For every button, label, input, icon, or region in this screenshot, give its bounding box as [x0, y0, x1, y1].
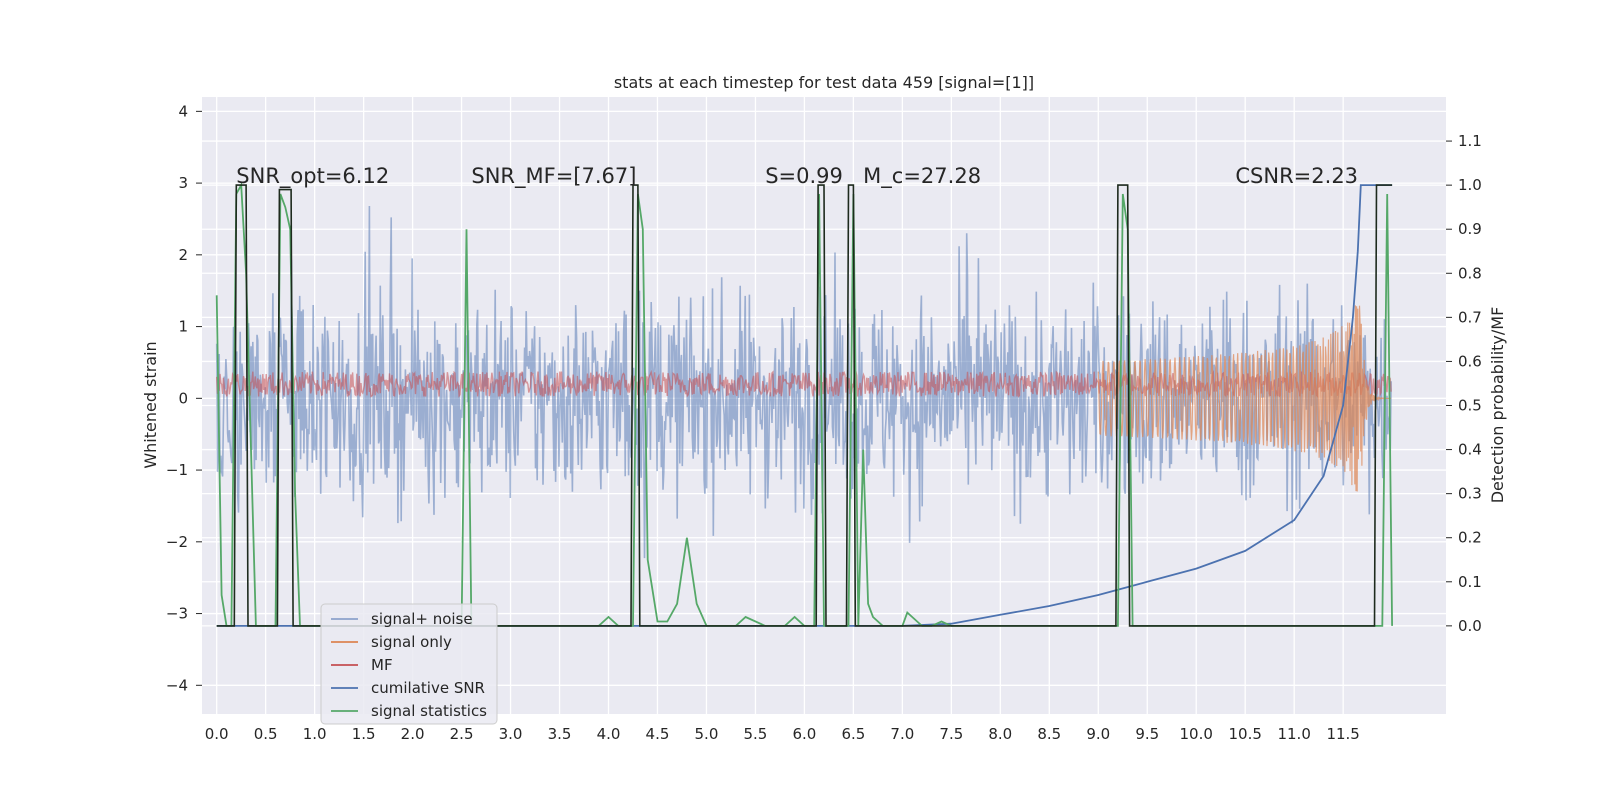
x-tick-label: 11.0 [1277, 725, 1310, 743]
x-tick-label: 10.0 [1180, 725, 1213, 743]
legend-label: signal only [371, 633, 452, 651]
x-tick-label: 2.5 [450, 725, 474, 743]
y-tick-label: 3 [178, 174, 188, 192]
series-detection [216, 184, 1393, 627]
legend-label: signal statistics [371, 702, 487, 720]
annotation: SNR_MF=[7.67] [471, 164, 636, 189]
series-signal-only [1097, 305, 1392, 492]
chart-title: stats at each timestep for test data 459… [614, 73, 1034, 92]
series-cumulative-snr [216, 184, 1393, 627]
x-tick-label: 11.5 [1326, 725, 1359, 743]
lines-layer [215, 181, 1393, 627]
y2-tick-label: 0.3 [1458, 485, 1482, 503]
y2-tick-label: 0.9 [1458, 220, 1482, 238]
annotation: M_c=27.28 [863, 164, 981, 189]
y2-tick-label: 0.8 [1458, 264, 1482, 282]
x-tick-label: 1.5 [352, 725, 376, 743]
x-tick-label: 0.5 [254, 725, 278, 743]
x-tick-label: 1.0 [303, 725, 327, 743]
x-tick-label: 6.0 [792, 725, 816, 743]
y2-tick-label: 0.2 [1458, 529, 1482, 547]
x-tick-label: 6.5 [841, 725, 865, 743]
y2-tick-label: 0.7 [1458, 308, 1482, 326]
x-tick-label: 3.5 [548, 725, 572, 743]
x-tick-label: 7.0 [890, 725, 914, 743]
y-tick-label: 2 [178, 246, 188, 264]
y2-tick-label: 0.4 [1458, 441, 1482, 459]
y-tick-label: −1 [166, 461, 188, 479]
y2-tick-label: 0.5 [1458, 397, 1482, 415]
x-tick-label: 4.5 [646, 725, 670, 743]
y2-tick-label: 0.1 [1458, 573, 1482, 591]
x-tick-label: 5.5 [744, 725, 768, 743]
annotation: S=0.99 [765, 164, 843, 188]
x-tick-label: 3.0 [499, 725, 523, 743]
ticks-layer: 0.0 0.5 1.0 1.5 2.0 2.5 3.0 3.5 4.0 4.5 5.0 5.5 6.0 6… [166, 102, 1482, 743]
noise-layer [215, 205, 1392, 559]
y-tick-label: 4 [178, 102, 188, 120]
y2-tick-label: 0.0 [1458, 617, 1482, 635]
y2-tick-label: 0.6 [1458, 352, 1482, 370]
x-tick-label: 8.0 [988, 725, 1012, 743]
x-tick-label: 9.5 [1135, 725, 1159, 743]
x-tick-label: 10.5 [1228, 725, 1261, 743]
x-tick-label: 4.0 [597, 725, 621, 743]
legend-box [320, 603, 498, 725]
y-tick-label: 1 [178, 318, 188, 336]
annotations: SNR_opt=6.12 SNR_MF=[7.67] S=0.99 M_c=27.28… [236, 164, 1358, 189]
y2-tick-label: 1.1 [1458, 132, 1482, 150]
y-axis-label: Whitened strain [141, 341, 160, 468]
series-mf [216, 369, 1392, 399]
x-tick-label: 8.5 [1037, 725, 1061, 743]
x-tick-label: 2.0 [401, 725, 425, 743]
annotation: CSNR=2.23 [1235, 164, 1358, 188]
annotation: SNR_opt=6.12 [236, 164, 389, 189]
legend-label: signal+ noise [371, 610, 473, 628]
y-tick-label: −2 [166, 533, 188, 551]
y-tick-label: 0 [178, 389, 188, 407]
legend-label: MF [371, 656, 393, 674]
y-tick-label: −3 [166, 605, 188, 623]
y-tick-label: −4 [166, 676, 188, 694]
x-tick-label: 0.0 [205, 725, 229, 743]
y2-tick-label: 1.0 [1458, 176, 1482, 194]
legend: signal+ noise signal only MF cumilative SNR… [320, 603, 498, 725]
legend-label: cumilative SNR [371, 679, 485, 697]
x-tick-label: 7.5 [939, 725, 963, 743]
y2-axis-label: Detection probability/MF [1488, 307, 1507, 504]
x-tick-label: 9.0 [1086, 725, 1110, 743]
x-tick-label: 5.0 [695, 725, 719, 743]
series-signal-noise [215, 205, 1392, 559]
